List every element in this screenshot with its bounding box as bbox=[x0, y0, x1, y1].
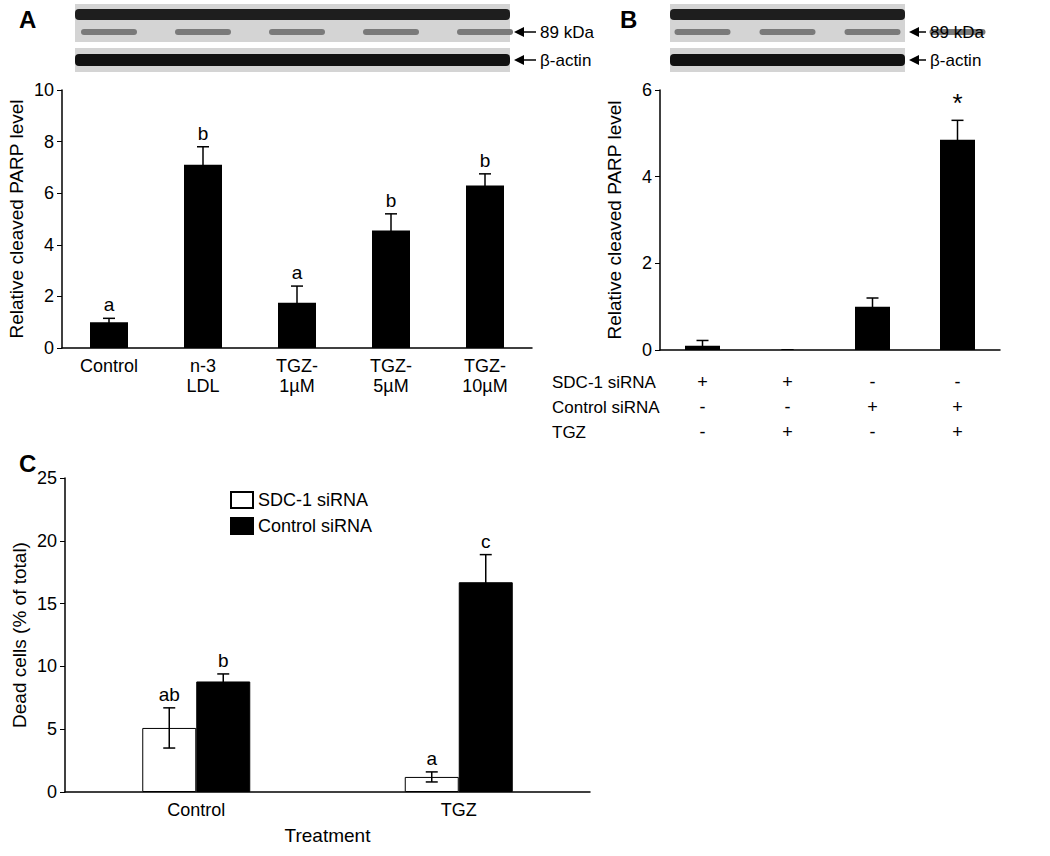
svg-text:20: 20 bbox=[37, 531, 57, 551]
svg-text:4: 4 bbox=[642, 167, 652, 187]
svg-text:6: 6 bbox=[642, 80, 652, 100]
svg-text:-: - bbox=[700, 422, 706, 442]
svg-text:89 kDa: 89 kDa bbox=[540, 23, 594, 42]
svg-text:1µM: 1µM bbox=[279, 376, 314, 396]
svg-text:ab: ab bbox=[159, 684, 180, 705]
svg-text:Control: Control bbox=[167, 800, 225, 820]
svg-text:-: - bbox=[785, 397, 791, 417]
svg-text:Relative cleaved PARP level: Relative cleaved PARP level bbox=[604, 100, 625, 339]
svg-text:B: B bbox=[620, 6, 637, 33]
svg-text:Relative cleaved PARP level: Relative cleaved PARP level bbox=[6, 99, 27, 338]
svg-text:b: b bbox=[386, 190, 397, 211]
svg-text:25: 25 bbox=[37, 468, 57, 488]
svg-text:SDC-1 siRNA: SDC-1 siRNA bbox=[552, 373, 657, 392]
svg-text:β-actin: β-actin bbox=[930, 51, 981, 70]
svg-text:LDL: LDL bbox=[186, 376, 219, 396]
svg-text:TGZ: TGZ bbox=[441, 800, 477, 820]
svg-text:10µM: 10µM bbox=[462, 376, 507, 396]
svg-text:b: b bbox=[218, 650, 229, 671]
svg-text:SDC-1 siRNA: SDC-1 siRNA bbox=[258, 490, 368, 510]
svg-text:4: 4 bbox=[44, 235, 54, 255]
svg-text:TGZ-: TGZ- bbox=[276, 356, 318, 376]
svg-text:Treatment: Treatment bbox=[285, 825, 372, 846]
svg-text:Dead cells (% of total): Dead cells (% of total) bbox=[9, 542, 30, 728]
svg-text:10: 10 bbox=[34, 80, 54, 100]
svg-text:+: + bbox=[952, 422, 963, 442]
svg-text:Control siRNA: Control siRNA bbox=[552, 398, 660, 417]
svg-text:8: 8 bbox=[44, 132, 54, 152]
svg-text:TGZ: TGZ bbox=[552, 423, 586, 442]
svg-text:0: 0 bbox=[47, 782, 57, 802]
svg-text:2: 2 bbox=[44, 286, 54, 306]
svg-text:+: + bbox=[782, 372, 793, 392]
svg-text:*: * bbox=[952, 88, 962, 118]
svg-text:TGZ-: TGZ- bbox=[464, 356, 506, 376]
svg-text:A: A bbox=[19, 6, 36, 33]
svg-text:0: 0 bbox=[642, 340, 652, 360]
svg-text:c: c bbox=[481, 531, 491, 552]
svg-text:a: a bbox=[104, 294, 115, 315]
svg-text:-: - bbox=[700, 397, 706, 417]
svg-text:+: + bbox=[952, 397, 963, 417]
svg-text:0: 0 bbox=[44, 338, 54, 358]
svg-text:10: 10 bbox=[37, 656, 57, 676]
svg-text:-: - bbox=[870, 372, 876, 392]
svg-text:a: a bbox=[292, 262, 303, 283]
svg-text:TGZ-: TGZ- bbox=[370, 356, 412, 376]
svg-text:C: C bbox=[19, 450, 36, 477]
svg-text:b: b bbox=[480, 150, 491, 171]
svg-text:+: + bbox=[697, 372, 708, 392]
svg-text:-: - bbox=[870, 422, 876, 442]
svg-text:a: a bbox=[426, 748, 437, 769]
svg-text:15: 15 bbox=[37, 594, 57, 614]
svg-text:+: + bbox=[782, 422, 793, 442]
svg-text:5: 5 bbox=[47, 719, 57, 739]
svg-text:89 kDa: 89 kDa bbox=[930, 23, 984, 42]
svg-text:5µM: 5µM bbox=[373, 376, 408, 396]
svg-text:6: 6 bbox=[44, 183, 54, 203]
svg-text:+: + bbox=[867, 397, 878, 417]
svg-text:n-3: n-3 bbox=[190, 356, 216, 376]
svg-text:Control: Control bbox=[80, 356, 138, 376]
svg-text:β-actin: β-actin bbox=[540, 51, 591, 70]
svg-text:Control siRNA: Control siRNA bbox=[258, 516, 372, 536]
svg-text:2: 2 bbox=[642, 253, 652, 273]
svg-text:-: - bbox=[955, 372, 961, 392]
svg-text:b: b bbox=[198, 123, 209, 144]
